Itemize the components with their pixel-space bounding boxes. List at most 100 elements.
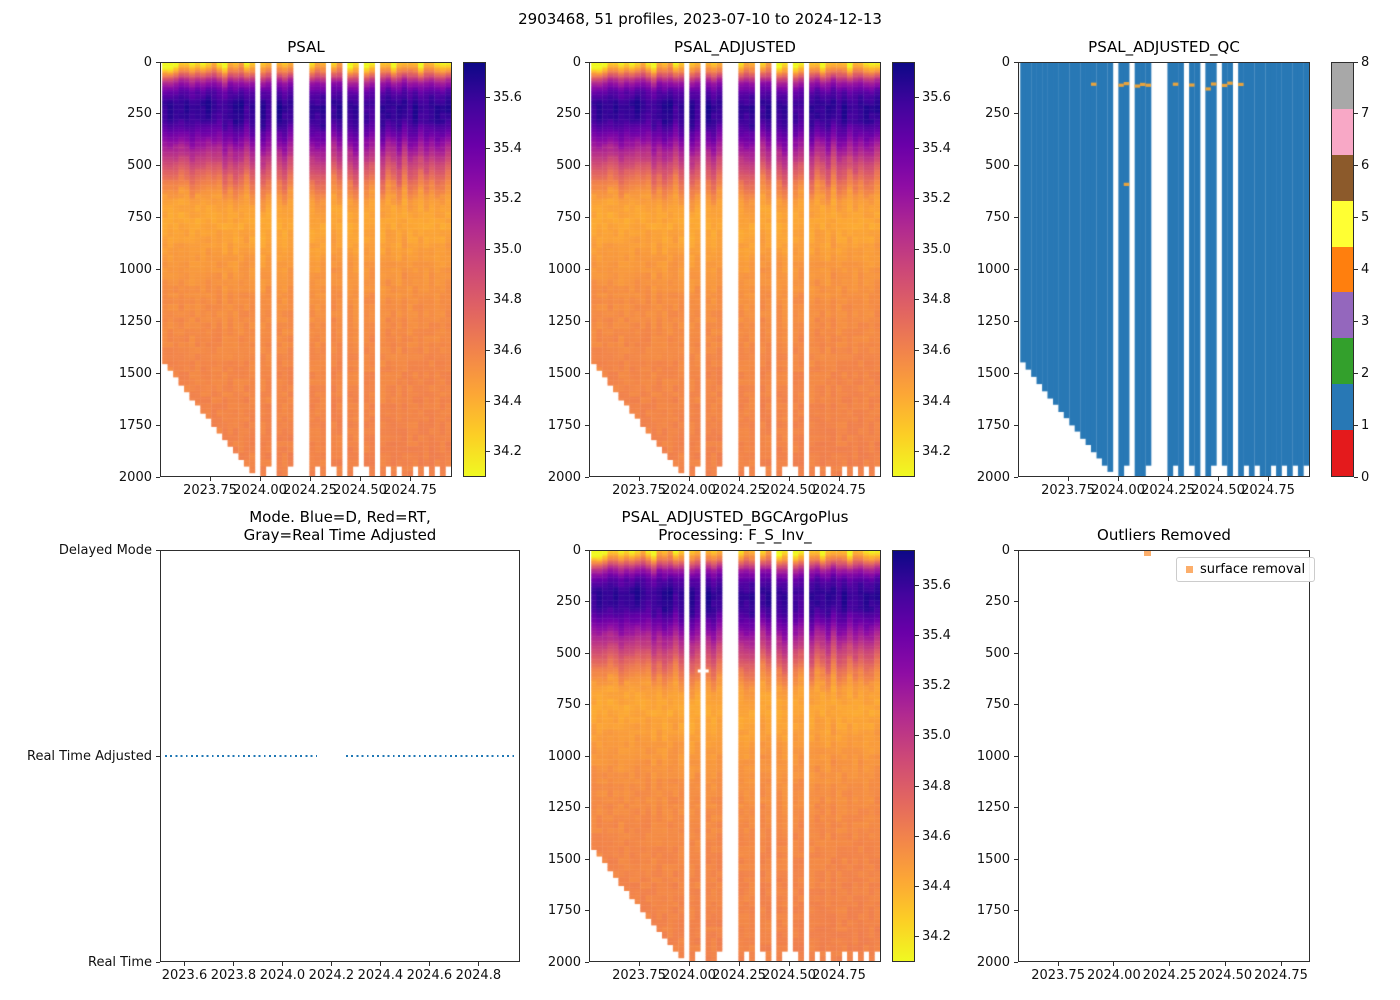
y-tick-mark	[1014, 652, 1018, 654]
colorbar-tick-mark	[915, 785, 919, 787]
y-tick-mark	[156, 372, 160, 374]
x-tick-mark	[1117, 477, 1119, 481]
colorbar-tick-mark	[1354, 165, 1358, 167]
colorbar-tick-label: 1	[1361, 417, 1370, 433]
y-tick-label: 1750	[976, 417, 1010, 433]
y-tick-label: 0	[1001, 54, 1010, 70]
x-tick-mark	[309, 477, 311, 481]
qc-plot-area	[1018, 62, 1310, 477]
y-tick-label: 250	[985, 106, 1010, 122]
x-tick-label: 2024.25	[712, 968, 766, 983]
y-tick-mark	[1014, 372, 1018, 374]
x-tick-label: 2024.0	[259, 968, 306, 983]
y-tick-label: 250	[985, 594, 1010, 609]
colorbar-tick-label: 34.8	[922, 778, 951, 794]
colorbar-tick-mark	[1354, 217, 1358, 219]
y-tick-label: 1750	[547, 903, 581, 918]
y-tick-mark	[585, 755, 589, 757]
y-tick-label: 1750	[976, 903, 1010, 918]
x-tick-label: 2024.00	[1091, 483, 1145, 498]
qc-colorbar-band-3	[1332, 292, 1353, 339]
y-tick-label: 500	[127, 158, 152, 174]
outliers-legend-label: surface removal	[1200, 562, 1306, 577]
x-tick-label: 2024.2	[308, 968, 355, 983]
colorbar-tick-label: 35.2	[922, 678, 951, 694]
colorbar-tick-label: 34.4	[922, 879, 951, 895]
y-tick-label: 1500	[547, 851, 581, 867]
bgc-title-line2: Processing: F_S_Inv_	[658, 526, 812, 544]
colorbar-tick-mark	[486, 147, 490, 149]
y-tick-label: Real Time	[88, 954, 152, 970]
x-tick-mark	[477, 962, 479, 966]
x-tick-label: 2024.75	[812, 968, 866, 983]
colorbar-tick-label: 35.4	[922, 140, 951, 156]
y-tick-mark	[585, 424, 589, 426]
y-tick-mark	[1014, 549, 1018, 551]
x-tick-label: 2023.8	[210, 968, 257, 983]
y-tick-mark	[156, 755, 160, 757]
colorbar-tick-mark	[1354, 424, 1358, 426]
colorbar-tick-mark	[486, 248, 490, 250]
colorbar-tick-label: 35.0	[922, 241, 951, 257]
y-tick-label: Real Time Adjusted	[27, 748, 152, 764]
x-tick-label: 2024.50	[1191, 483, 1245, 498]
x-tick-mark	[281, 962, 283, 966]
mode-title-line2: Gray=Real Time Adjusted	[243, 526, 437, 544]
x-tick-label: 2024.4	[357, 968, 404, 983]
y-tick-mark	[156, 320, 160, 322]
y-tick-mark	[156, 217, 160, 219]
x-tick-mark	[1057, 962, 1059, 966]
y-tick-label: Delayed Mode	[58, 542, 152, 558]
y-tick-mark	[156, 424, 160, 426]
colorbar-tick-label: 35.6	[922, 89, 951, 105]
y-tick-label: 250	[556, 594, 581, 609]
mode-title-line1: Mode. Blue=D, Red=RT,	[249, 508, 431, 526]
y-tick-mark	[1014, 61, 1018, 63]
y-tick-label: 500	[556, 645, 581, 661]
y-tick-label: 250	[127, 106, 152, 122]
colorbar-tick-mark	[486, 400, 490, 402]
colorbar-tick-label: 4	[1361, 262, 1370, 277]
y-tick-label: 250	[556, 106, 581, 122]
colorbar-tick-mark	[486, 198, 490, 200]
y-tick-mark	[1014, 807, 1018, 808]
x-tick-mark	[259, 477, 261, 481]
y-tick-label: 1500	[976, 365, 1010, 381]
colorbar-tick-label: 35.4	[493, 140, 522, 156]
y-tick-mark	[585, 61, 589, 63]
y-tick-label: 1250	[976, 313, 1010, 329]
x-tick-mark	[1113, 962, 1115, 966]
x-tick-mark	[359, 477, 361, 481]
psal-heatmap-canvas	[161, 63, 451, 476]
qc-colorbar-band-2	[1332, 338, 1353, 385]
colorbar-tick-mark	[915, 584, 919, 586]
y-tick-label: 1000	[547, 262, 581, 277]
colorbar-tick-label: 7	[1361, 106, 1370, 122]
y-tick-label: 0	[572, 54, 581, 70]
qc-colorbar	[1331, 62, 1354, 477]
y-tick-label: 750	[556, 210, 581, 226]
y-tick-mark	[1014, 217, 1018, 219]
y-tick-mark	[1014, 269, 1018, 270]
x-tick-mark	[638, 962, 640, 966]
x-tick-mark	[183, 962, 185, 966]
colorbar-tick-label: 34.8	[493, 292, 522, 308]
x-tick-mark	[1217, 477, 1219, 481]
colorbar-tick-mark	[915, 685, 919, 687]
psal-plot-area	[160, 62, 452, 477]
colorbar-tick-label: 34.8	[922, 292, 951, 308]
y-tick-mark	[585, 320, 589, 322]
y-tick-mark	[585, 807, 589, 808]
x-tick-label: 2023.75	[183, 483, 237, 498]
x-tick-mark	[738, 477, 740, 481]
y-tick-mark	[1014, 320, 1018, 322]
y-tick-mark	[156, 549, 160, 551]
colorbar-tick-mark	[915, 936, 919, 938]
bgc-heatmap-canvas	[590, 551, 880, 961]
x-tick-label: 2024.75	[1254, 968, 1308, 983]
y-tick-label: 1000	[976, 262, 1010, 277]
x-tick-mark	[409, 477, 411, 481]
surface-removal-marker-icon	[1186, 566, 1193, 573]
mode-dotted-line	[164, 755, 317, 757]
y-tick-mark	[585, 113, 589, 115]
